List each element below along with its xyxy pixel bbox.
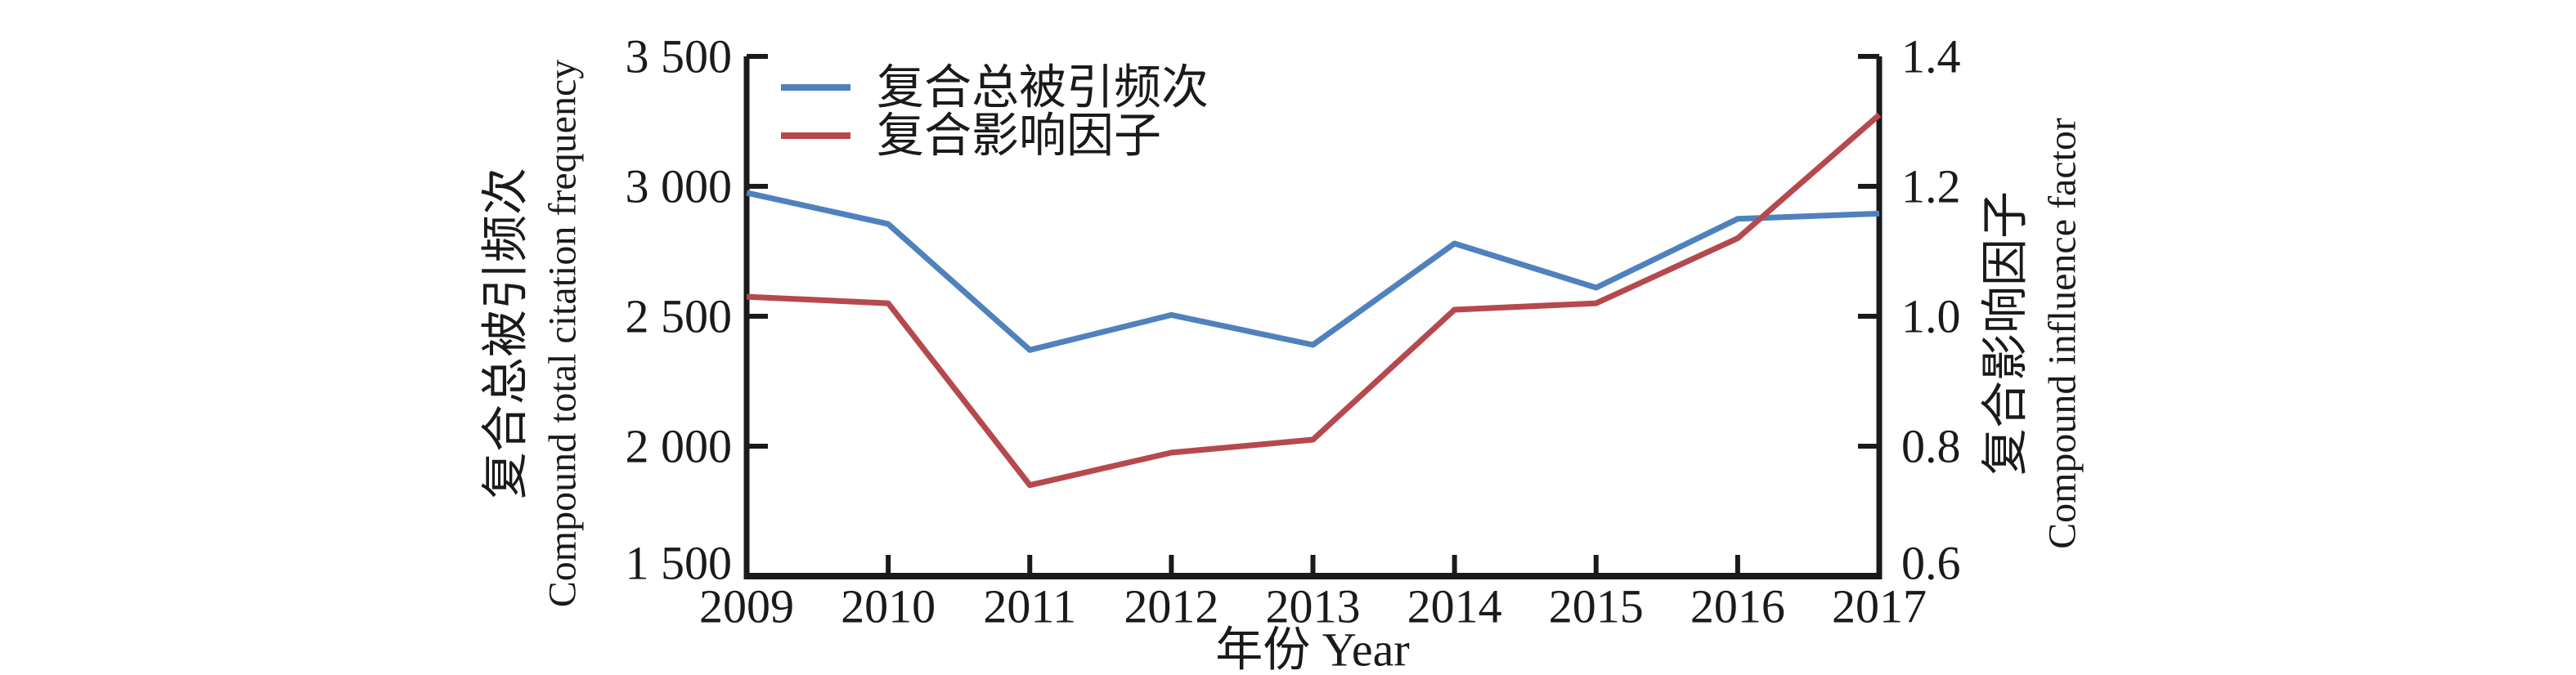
right-axis-title-english: Compound influence factor bbox=[2041, 118, 2085, 549]
left-axis-title-chinese: 复合总被引频次 bbox=[479, 168, 532, 499]
x-axis-tick-label: 2013 bbox=[1266, 580, 1361, 633]
right-axis-tick-label: 1.4 bbox=[1901, 30, 1961, 83]
x-axis-tick-label: 2016 bbox=[1690, 580, 1785, 633]
x-axis-title: 年份 Year bbox=[1215, 624, 1409, 675]
series-line-influence-factor bbox=[746, 112, 1882, 489]
left-axis-tick-label: 1 500 bbox=[626, 537, 733, 590]
series-line-citation-frequency bbox=[746, 190, 1880, 353]
x-axis-tick-label: 2017 bbox=[1832, 580, 1927, 633]
left-axis-tick-label: 2 500 bbox=[626, 290, 733, 343]
plot-area: 1 500 2 000 2 500 3 000 3 500 0.6 0.8 1.0 1.2 1.4… bbox=[626, 30, 1961, 633]
x-axis-tick-label: 2011 bbox=[983, 580, 1076, 633]
legend-label-citation-frequency: 复合总被引频次 bbox=[877, 61, 1209, 114]
left-axis-tick-label: 3 500 bbox=[626, 30, 733, 83]
legend-label-influence-factor: 复合影响因子 bbox=[877, 110, 1161, 163]
chart-legend: 复合总被引频次 复合影响因子 bbox=[781, 61, 1209, 163]
x-axis-tick-label: 2014 bbox=[1407, 580, 1502, 633]
x-axis-tick-label: 2015 bbox=[1549, 580, 1644, 633]
right-axis-tick-label: 0.8 bbox=[1901, 420, 1961, 473]
right-axis-title-chinese: 复合影响因子 bbox=[1979, 191, 2032, 476]
left-axis-title-english: Compound total citation frequency bbox=[541, 60, 585, 608]
x-axis-tick-label: 2009 bbox=[699, 580, 794, 633]
left-axis-tick-label: 3 000 bbox=[626, 160, 733, 213]
x-axis-tick-label: 2012 bbox=[1124, 580, 1218, 633]
right-axis-tick-label: 1.0 bbox=[1901, 290, 1961, 343]
x-axis-tick-label: 2010 bbox=[841, 580, 936, 633]
right-axis-tick-label: 1.2 bbox=[1901, 160, 1961, 213]
left-axis-tick-label: 2 000 bbox=[626, 420, 733, 473]
right-axis-tick-label: 0.6 bbox=[1901, 537, 1961, 590]
